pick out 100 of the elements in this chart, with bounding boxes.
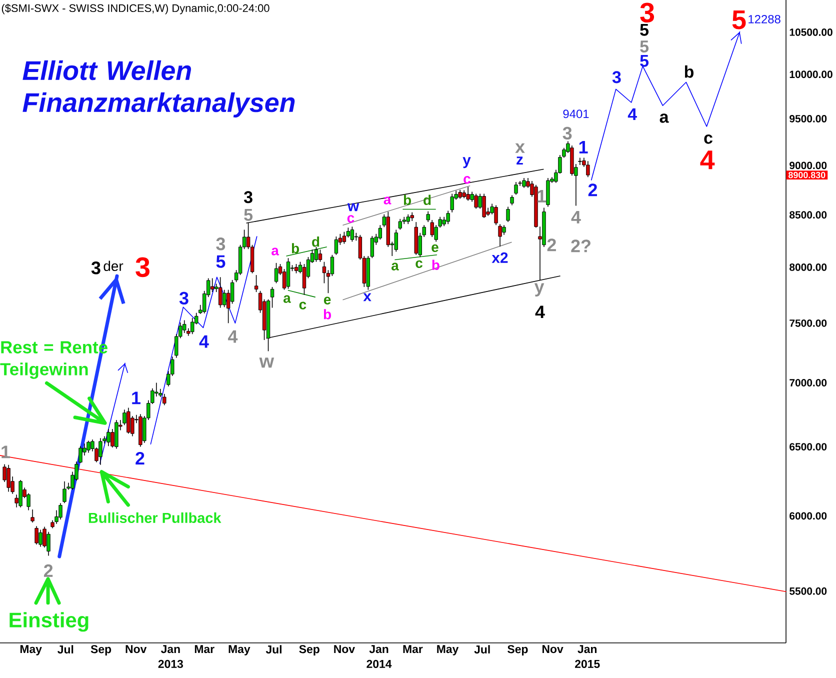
annotation: a [384,196,392,204]
annotation: 4 [535,306,545,318]
candlestick [126,407,130,434]
candlestick [62,480,66,504]
annotation: 3 [612,71,621,84]
annotation: d [312,236,320,247]
annotation: 3 [91,262,100,274]
y-tick-label: 10500.00 [790,28,832,36]
candlestick [294,264,298,274]
y-tick-label: 5500.00 [790,587,827,595]
annotation: 2 [547,238,556,252]
candlestick [446,210,450,224]
candlestick [350,226,354,242]
candlestick [514,182,518,196]
y-tick-label: 10000.00 [790,70,832,78]
candlestick [466,186,470,202]
x-tick-label: Nov [334,645,355,654]
x-tick-label: Jul [474,645,490,654]
annotation: 5 [640,24,649,36]
annotation: b [292,243,299,254]
x-tick-label: Nov [126,645,147,654]
candlestick [330,254,334,276]
candlestick [106,428,110,447]
annotation: 1 [579,141,588,154]
annotation: a [392,262,399,270]
x-tick-label: Sep [90,645,112,656]
annotation: 5 [216,255,226,268]
candlestick [38,529,42,548]
annotation: e [324,296,331,304]
candlestick [218,276,222,308]
x-tick-label: Jul [58,645,74,654]
y-tick-label: 8500.00 [790,211,827,219]
annotation: 5 [640,40,649,52]
candlestick [98,438,102,466]
candlestick [450,193,454,213]
annotation: a [284,295,291,303]
candlestick [578,157,582,166]
annotation: b [324,309,331,320]
annotation: 2 [588,184,597,196]
annotation: y [534,283,544,296]
annotation: c [464,176,470,184]
candlestick [586,160,590,178]
y-tick-label: 6500.00 [790,443,827,450]
annotation: 2? [571,240,590,252]
annotation: 4 [571,211,581,224]
x-tick-label: May [20,645,42,656]
annotation: 5 [732,10,746,30]
annotation: z [516,156,523,165]
annotation: y [462,157,471,168]
x-tick-label: Sep [508,645,528,656]
x-tick-label: Jan 2014 [366,645,392,668]
annotation: Einstieg [10,612,88,632]
y-tick-label: 9000.00 [790,162,827,170]
annotation: Bullischer Pullback [88,512,222,524]
annotation: b [684,65,694,78]
annotation: 3 [179,292,188,305]
x-tick-label: Mar [194,645,214,654]
annotation: 1 [132,392,140,404]
annotation: 3 [136,257,150,278]
annotation: 4 [628,108,637,120]
candlestick [474,193,478,210]
candlestick [318,249,322,262]
candlestick [342,231,346,244]
candlestick [210,278,214,292]
candlestick [230,280,234,304]
candlestick [334,236,338,256]
candlestick [302,264,306,296]
annotation: a [660,114,669,123]
annotation: 3 [562,126,572,140]
annotation: der [104,260,124,272]
annotation: x [515,143,525,153]
candlestick [522,178,526,188]
annotation: 4 [199,335,209,348]
candlestick [502,224,506,236]
annotation: 2 [44,564,53,577]
y-tick-label: 7000.00 [790,379,827,386]
candlestick [34,526,38,545]
annotation: x2 [492,252,508,263]
x-tick-label: Jan 2013 [158,645,183,668]
annotation: 5 [640,55,649,67]
text: 8900.830 [788,172,826,178]
candlestick [322,261,326,284]
candlestick [58,502,62,520]
candlestick [482,193,486,218]
candlestick [346,227,350,238]
annotation: b [432,260,440,270]
candlestick [314,246,318,262]
x-tick-label: May [228,645,250,656]
annotation: w [347,203,360,212]
annotation: c [416,260,422,268]
annotation: a [272,248,279,256]
annotation: c [704,134,712,144]
annotation: 9401 [563,110,589,118]
line-series [150,236,258,444]
candlestick [270,286,274,308]
y-tick-label: 7500.00 [790,319,827,327]
candlestick [494,204,498,226]
annotation: 12288 [748,14,780,24]
candlestick [162,393,166,406]
annotation: x [363,293,372,302]
